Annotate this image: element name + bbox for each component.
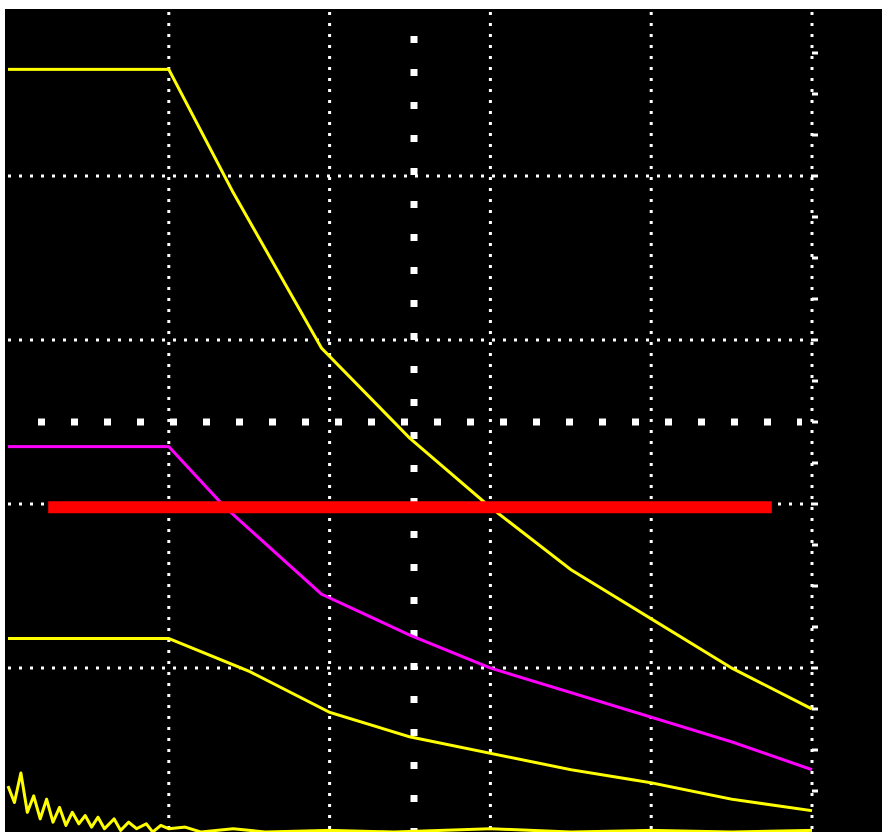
series-middle-envelope (8, 445, 813, 772)
series-group (6, 67, 813, 832)
plot-background (5, 9, 882, 832)
grid (8, 12, 822, 832)
series-lower-envelope (8, 637, 813, 813)
series-measured-trace (6, 771, 813, 832)
series-upper-envelope (8, 67, 813, 711)
